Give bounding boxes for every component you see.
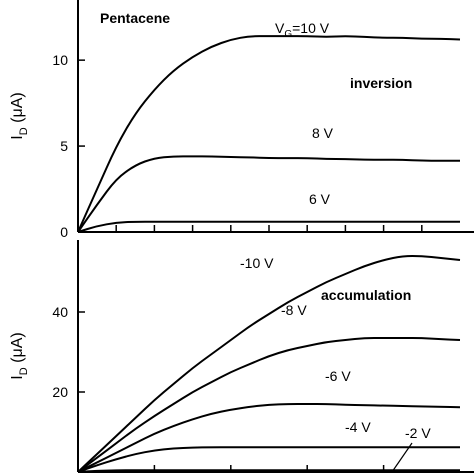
label-pointer-line	[391, 442, 413, 473]
series-line	[77, 402, 461, 473]
y-axis-title: ID (μA)	[9, 332, 30, 379]
series-label: -2 V	[405, 425, 431, 441]
series-line	[77, 446, 460, 473]
series-line	[77, 469, 460, 473]
series-line	[77, 254, 461, 473]
region-label: accumulation	[321, 287, 411, 303]
series-label: -8 V	[281, 302, 307, 318]
series-label: 8 V	[312, 125, 334, 141]
series-line	[77, 155, 460, 233]
y-tick-label: 10	[52, 52, 68, 68]
y-tick-label: 40	[52, 304, 68, 320]
series-label: -10 V	[240, 255, 274, 271]
bottom-panel: 20 40 ID (μA) -10 V -8 V -6 V -4 V -2 V accumula…	[9, 240, 474, 473]
series-line	[77, 336, 461, 473]
series-label: VG=10 V	[275, 20, 330, 40]
region-label: inversion	[350, 75, 412, 91]
series-line	[77, 35, 461, 233]
series-label: -4 V	[345, 419, 371, 435]
top-panel: 0 5 10 ID (μA) VG=10 V 8 V 6 V inversion Pentace…	[9, 0, 474, 240]
y-axis-title: ID (μA)	[9, 92, 30, 139]
chart-title: Pentacene	[100, 10, 170, 26]
y-tick-label: 20	[52, 384, 68, 400]
series-label: 6 V	[309, 191, 331, 207]
series-line	[77, 220, 460, 233]
series-label: -6 V	[325, 368, 351, 384]
y-tick-label: 0	[60, 224, 68, 240]
y-tick-label: 5	[60, 138, 68, 154]
